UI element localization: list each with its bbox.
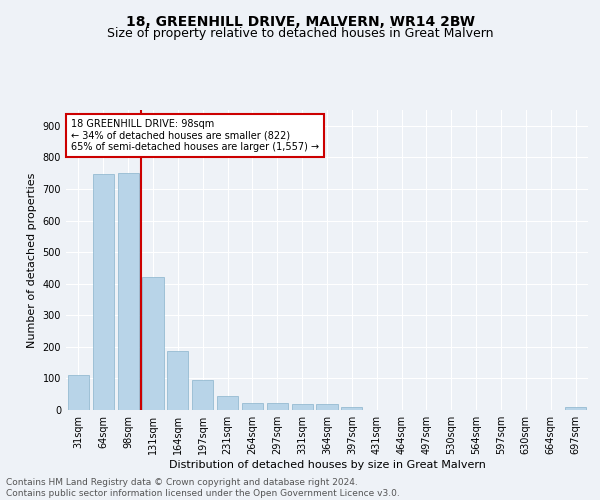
Bar [292, 404, 313, 410]
Bar [118, 173, 139, 410]
Bar [267, 403, 288, 410]
Bar [142, 278, 164, 410]
Bar [68, 376, 89, 410]
Text: 18, GREENHILL DRIVE, MALVERN, WR14 2BW: 18, GREENHILL DRIVE, MALVERN, WR14 2BW [125, 15, 475, 29]
Bar [217, 396, 238, 410]
Text: Size of property relative to detached houses in Great Malvern: Size of property relative to detached ho… [107, 28, 493, 40]
Bar [565, 408, 586, 410]
Text: 18 GREENHILL DRIVE: 98sqm
← 34% of detached houses are smaller (822)
65% of semi: 18 GREENHILL DRIVE: 98sqm ← 34% of detac… [71, 119, 319, 152]
Bar [167, 351, 188, 410]
Y-axis label: Number of detached properties: Number of detached properties [27, 172, 37, 348]
Bar [316, 404, 338, 410]
Bar [93, 174, 114, 410]
X-axis label: Distribution of detached houses by size in Great Malvern: Distribution of detached houses by size … [169, 460, 485, 470]
Text: Contains HM Land Registry data © Crown copyright and database right 2024.
Contai: Contains HM Land Registry data © Crown c… [6, 478, 400, 498]
Bar [192, 380, 213, 410]
Bar [242, 403, 263, 410]
Bar [341, 408, 362, 410]
